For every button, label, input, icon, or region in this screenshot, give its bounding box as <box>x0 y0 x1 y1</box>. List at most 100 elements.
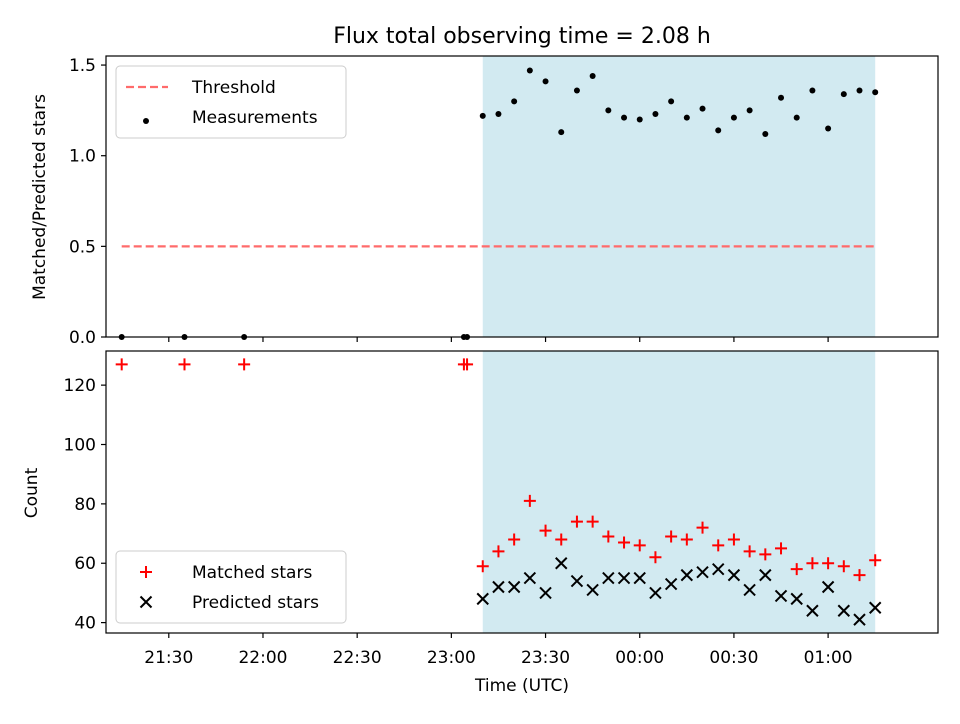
legend-swatch <box>139 595 153 609</box>
data-point <box>507 580 521 594</box>
data-point <box>793 114 800 121</box>
x-tick-label: 00:00 <box>615 648 664 668</box>
data-point <box>778 94 785 101</box>
data-point <box>476 560 489 573</box>
y-tick-label: 120 <box>64 376 96 396</box>
data-point <box>699 105 706 112</box>
data-point <box>558 129 565 136</box>
x-tick-label: 22:30 <box>333 648 382 668</box>
data-point <box>821 580 835 594</box>
data-point <box>586 515 599 528</box>
data-point <box>238 358 251 371</box>
x-tick-label: 21:30 <box>144 648 193 668</box>
data-point <box>495 111 502 118</box>
data-point <box>743 583 756 597</box>
data-point <box>636 116 643 123</box>
data-point <box>759 548 772 561</box>
data-point <box>806 557 819 570</box>
y-tick-label: 1.5 <box>69 56 96 76</box>
data-point <box>539 524 552 537</box>
data-point <box>618 536 631 549</box>
data-point <box>602 530 615 543</box>
data-point <box>511 98 518 105</box>
data-point <box>680 568 694 582</box>
chart-title: Flux total observing time = 2.08 h <box>333 24 711 49</box>
data-point <box>680 533 693 546</box>
highlight-window <box>482 56 876 337</box>
data-point <box>762 130 769 137</box>
legend-swatch <box>143 118 149 124</box>
data-point <box>730 114 737 121</box>
data-point <box>668 98 675 105</box>
data-point <box>633 539 646 552</box>
data-point <box>712 539 725 552</box>
y-tick-label: 100 <box>64 436 96 456</box>
data-point <box>589 72 596 79</box>
y-tick-label: 60 <box>74 554 96 574</box>
data-point <box>573 87 580 94</box>
panel-ratio: 0.0 0.5 1.0 1.5 Threshold Measurements <box>69 55 939 348</box>
data-point <box>461 358 474 371</box>
data-point <box>492 580 505 594</box>
y-axis-label-ratio: Matched/Predicted stars <box>30 94 50 300</box>
data-point <box>492 545 505 558</box>
data-point <box>178 358 191 371</box>
data-point <box>825 125 832 132</box>
data-point <box>555 557 568 570</box>
data-point <box>115 358 128 371</box>
panel-count: 40 60 80 100 120 21:30 22:00 22:30 23:00 23:30 00:… <box>64 350 939 668</box>
data-point <box>664 577 678 591</box>
highlight-window <box>482 351 876 633</box>
data-point <box>523 571 537 585</box>
data-point <box>621 114 628 121</box>
data-point <box>746 107 753 114</box>
data-point <box>652 111 659 118</box>
data-point <box>712 562 725 576</box>
legend-box <box>115 65 347 139</box>
data-point <box>605 107 612 114</box>
data-point <box>869 554 882 567</box>
y-axis-label-count: Count <box>22 467 42 518</box>
data-point <box>837 604 851 617</box>
y-tick-label: 0.5 <box>69 237 96 257</box>
legend: Threshold Measurements <box>115 65 347 139</box>
data-point <box>526 67 533 74</box>
data-point <box>790 563 803 576</box>
x-tick-label: 22:00 <box>238 648 287 668</box>
data-point <box>774 589 788 603</box>
x-tick-label: 23:00 <box>427 648 476 668</box>
data-point <box>539 586 552 600</box>
data-point <box>806 604 819 617</box>
data-point <box>809 87 816 94</box>
data-point <box>617 571 631 585</box>
data-point <box>743 545 756 558</box>
data-point <box>853 569 866 582</box>
data-point <box>790 592 803 606</box>
x-tick-label: 23:30 <box>521 648 570 668</box>
data-point <box>696 565 709 579</box>
y-tick-label: 80 <box>74 495 96 515</box>
plot-frame <box>105 350 939 634</box>
y-tick-label: 40 <box>74 614 96 634</box>
data-point <box>523 494 536 507</box>
data-point <box>508 533 521 546</box>
plot-frame <box>105 55 939 338</box>
data-point <box>542 78 549 85</box>
data-point <box>649 551 662 564</box>
data-point <box>555 533 568 546</box>
x-tick-label: 00:30 <box>709 648 758 668</box>
data-point <box>696 521 709 534</box>
y-tick-label: 1.0 <box>69 147 96 167</box>
data-point <box>570 515 583 528</box>
data-point <box>476 592 489 606</box>
legend-label: Matched stars <box>192 563 312 583</box>
data-point <box>853 613 866 626</box>
y-tick-label: 0.0 <box>69 328 96 348</box>
data-point <box>822 557 835 570</box>
legend-label: Threshold <box>191 78 276 98</box>
data-point <box>856 87 863 94</box>
data-point <box>759 568 772 582</box>
data-point <box>570 574 584 588</box>
